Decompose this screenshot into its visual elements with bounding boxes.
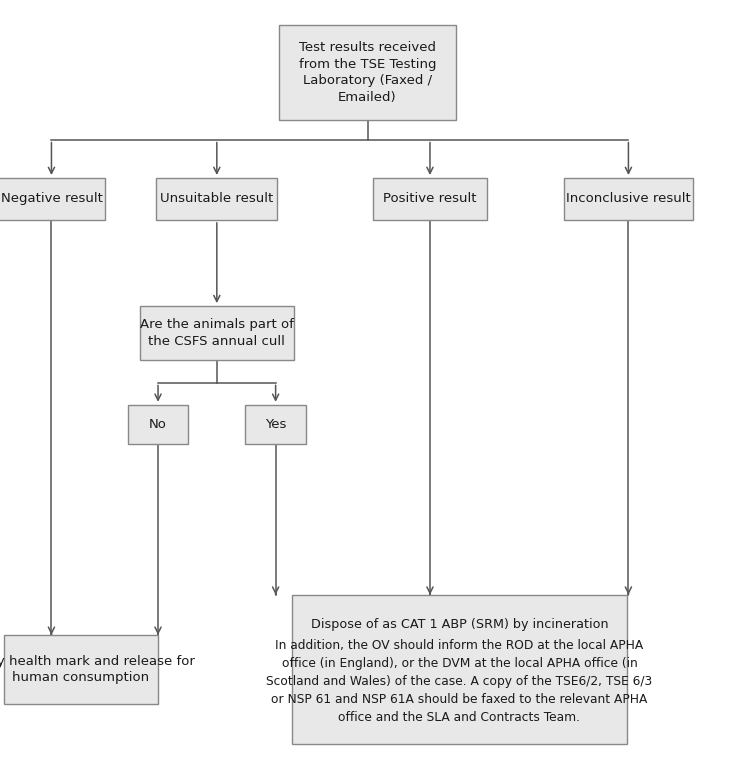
Text: No: No	[149, 418, 167, 431]
Text: Test results received
from the TSE Testing
Laboratory (Faxed /
Emailed): Test results received from the TSE Testi…	[298, 41, 437, 104]
FancyBboxPatch shape	[279, 24, 456, 120]
FancyBboxPatch shape	[245, 405, 306, 444]
FancyBboxPatch shape	[4, 635, 158, 704]
FancyBboxPatch shape	[564, 178, 692, 220]
Text: Apply health mark and release for
human consumption: Apply health mark and release for human …	[0, 655, 195, 684]
Text: Positive result: Positive result	[383, 193, 477, 205]
Text: In addition, the OV should inform the ROD at the local APHA
office (in England),: In addition, the OV should inform the RO…	[266, 639, 653, 724]
FancyBboxPatch shape	[373, 178, 487, 220]
Text: Inconclusive result: Inconclusive result	[566, 193, 691, 205]
FancyBboxPatch shape	[0, 178, 105, 220]
Text: Are the animals part of
the CSFS annual cull: Are the animals part of the CSFS annual …	[140, 318, 294, 347]
FancyBboxPatch shape	[128, 405, 188, 444]
Text: Yes: Yes	[265, 418, 287, 431]
Text: Dispose of as CAT 1 ABP (SRM) by incineration: Dispose of as CAT 1 ABP (SRM) by inciner…	[311, 618, 608, 631]
FancyBboxPatch shape	[140, 306, 294, 360]
FancyBboxPatch shape	[292, 595, 626, 744]
Text: Negative result: Negative result	[1, 193, 102, 205]
FancyBboxPatch shape	[156, 178, 277, 220]
Text: Unsuitable result: Unsuitable result	[160, 193, 273, 205]
